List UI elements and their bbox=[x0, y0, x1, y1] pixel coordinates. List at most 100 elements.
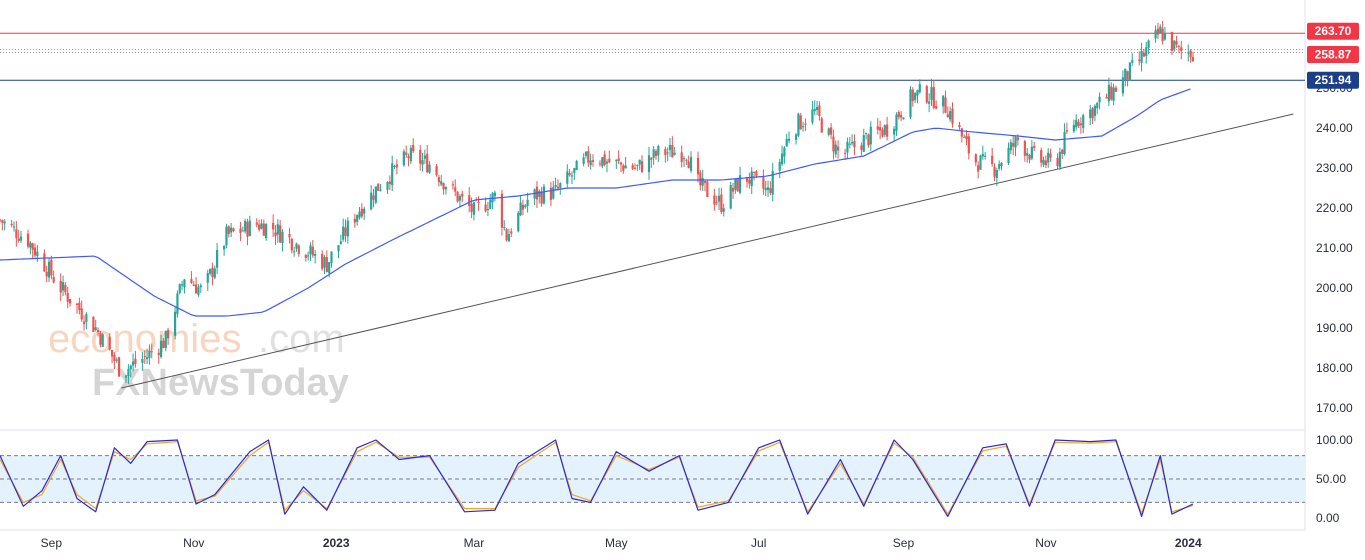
candle-body bbox=[1014, 136, 1017, 148]
time-axis[interactable]: Sep Nov 2023 Mar May Jul Sep Nov 2024 bbox=[41, 536, 1202, 550]
candle-body bbox=[1112, 87, 1115, 101]
candle-body bbox=[66, 292, 69, 302]
candle-body bbox=[944, 97, 947, 113]
candle-body bbox=[33, 247, 37, 256]
candle-body bbox=[290, 238, 293, 251]
candle-body bbox=[540, 191, 543, 204]
candle-body bbox=[1072, 124, 1075, 132]
candle-body bbox=[668, 144, 672, 151]
candle-body bbox=[622, 165, 625, 171]
candle-body bbox=[853, 141, 856, 148]
candle-body bbox=[124, 375, 128, 378]
candle-body bbox=[834, 144, 837, 155]
candle-body bbox=[94, 327, 97, 330]
candle-body bbox=[813, 109, 816, 112]
candle-body bbox=[713, 195, 716, 205]
candle-body bbox=[1091, 108, 1094, 119]
candle-body bbox=[141, 358, 144, 363]
price-axis-tick-label: 170.00 bbox=[1316, 401, 1353, 415]
candle-body bbox=[47, 261, 51, 278]
candle-body bbox=[117, 357, 121, 377]
candle-body bbox=[1156, 28, 1160, 35]
candle-body bbox=[963, 136, 966, 138]
candle-body bbox=[617, 158, 620, 161]
candle-body bbox=[1079, 123, 1082, 126]
candle-body bbox=[96, 329, 100, 333]
candle-body bbox=[526, 199, 529, 206]
candle-body bbox=[244, 220, 247, 232]
candle-body bbox=[769, 188, 772, 193]
candle-body bbox=[435, 166, 438, 176]
candle-body bbox=[671, 144, 674, 158]
candle-body bbox=[61, 282, 65, 291]
candle-body bbox=[1077, 121, 1080, 127]
grid-layer bbox=[0, 32, 1305, 81]
candle-body bbox=[505, 229, 508, 241]
candle-body bbox=[15, 229, 18, 239]
candle-body bbox=[19, 236, 23, 241]
candle-body bbox=[960, 128, 963, 137]
candle-body bbox=[902, 117, 905, 120]
price-axis[interactable]: 170.00 180.00 190.00 200.00 210.00 220.00 230.… bbox=[1316, 81, 1353, 415]
time-axis-tick-label: May bbox=[605, 536, 628, 550]
candle-body bbox=[701, 178, 704, 186]
candle-body bbox=[914, 93, 917, 101]
price-tags: 263.70 258.87 251.94 bbox=[1307, 22, 1359, 89]
candle-body bbox=[225, 226, 228, 246]
price-axis-tick-label: 180.00 bbox=[1316, 361, 1353, 375]
stochastic-k-line[interactable] bbox=[0, 439, 1194, 517]
candle-body bbox=[689, 157, 693, 171]
candle-body bbox=[115, 359, 118, 361]
candle-body bbox=[745, 176, 749, 182]
candle-body bbox=[1047, 152, 1050, 163]
price-tag: 263.70 bbox=[1307, 22, 1359, 40]
candle-body bbox=[942, 95, 945, 107]
candle-body bbox=[491, 193, 494, 203]
candle-body bbox=[293, 251, 296, 253]
candle-body bbox=[575, 160, 578, 171]
candle-body bbox=[993, 166, 996, 177]
candle-body bbox=[428, 164, 431, 173]
candle-body bbox=[82, 321, 86, 325]
candle-body bbox=[1042, 159, 1045, 165]
candle-body bbox=[166, 329, 170, 339]
candle-body bbox=[977, 165, 980, 172]
time-axis-tick-label: Nov bbox=[183, 536, 204, 550]
time-axis-tick-label: 2024 bbox=[1175, 536, 1202, 550]
time-axis-tick-label: Jul bbox=[751, 536, 766, 550]
candle-body bbox=[131, 361, 135, 366]
candle-body bbox=[832, 136, 835, 152]
time-axis-tick-label: Nov bbox=[1035, 536, 1056, 550]
candle-body bbox=[1093, 105, 1096, 116]
candle-body bbox=[272, 222, 275, 230]
candle-body bbox=[815, 107, 819, 111]
ascending-trendline[interactable] bbox=[121, 113, 1294, 389]
candle-body bbox=[423, 155, 426, 159]
candle-body bbox=[538, 191, 541, 197]
candle-body bbox=[573, 168, 576, 173]
candle-body bbox=[192, 284, 195, 286]
stochastic-axis[interactable]: 0.00 50.00 100.00 bbox=[1316, 433, 1353, 525]
moving-average-line[interactable] bbox=[0, 88, 1191, 317]
time-axis-tick-label: Sep bbox=[893, 536, 915, 550]
candle-body bbox=[328, 262, 331, 274]
candle-body bbox=[260, 223, 263, 229]
candle-body bbox=[304, 254, 307, 258]
candle-body bbox=[31, 243, 34, 250]
candle-body bbox=[421, 160, 424, 165]
candle-body bbox=[1040, 150, 1043, 163]
price-axis-tick-label: 240.00 bbox=[1316, 121, 1353, 135]
candle-body bbox=[799, 115, 802, 130]
candle-body bbox=[1161, 28, 1164, 42]
candle-body bbox=[344, 227, 347, 236]
candle-body bbox=[603, 154, 606, 165]
candle-body bbox=[190, 279, 193, 283]
candle-body bbox=[216, 249, 219, 268]
candlestick-layer bbox=[0, 20, 1195, 385]
candle-body bbox=[869, 126, 872, 145]
candle-body bbox=[647, 155, 651, 173]
candle-body bbox=[50, 259, 53, 276]
candle-body bbox=[493, 192, 497, 197]
